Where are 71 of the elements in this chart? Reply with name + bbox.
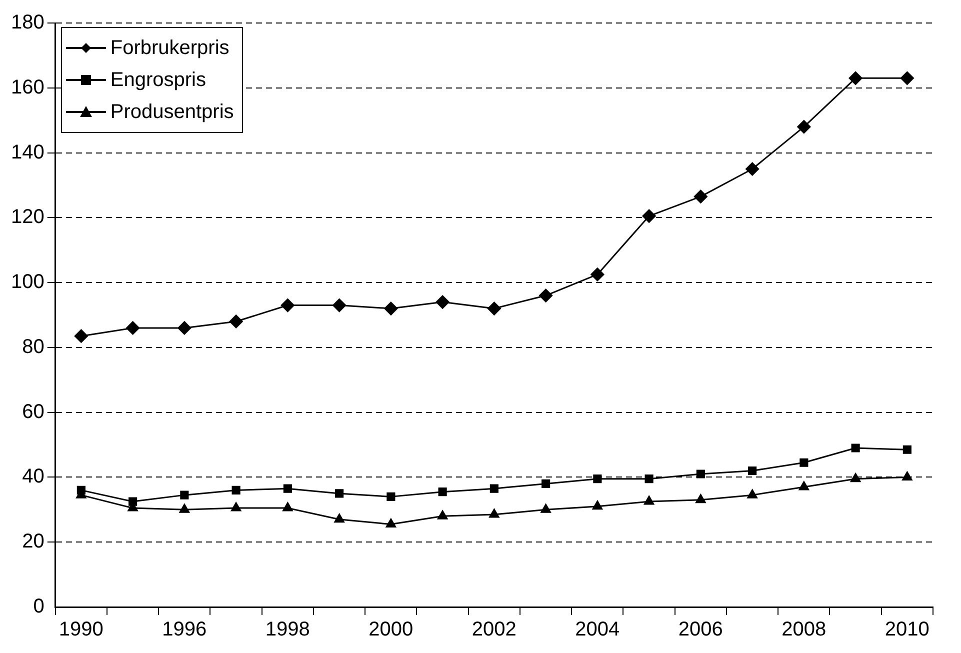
- point: [848, 71, 862, 85]
- point: [696, 470, 705, 478]
- point: [384, 302, 398, 316]
- point: [436, 295, 450, 309]
- x-tick-label: 2000: [368, 618, 414, 641]
- x-tick-label: 1990: [58, 618, 104, 641]
- y-tick-label: 0: [33, 596, 44, 618]
- point: [334, 514, 344, 523]
- point: [850, 473, 861, 482]
- point: [230, 502, 242, 512]
- point: [902, 471, 912, 480]
- point: [335, 489, 344, 498]
- point: [280, 298, 294, 312]
- point: [542, 479, 550, 488]
- point: [747, 489, 758, 498]
- legend-label: Produsentpris: [110, 100, 234, 125]
- point: [128, 497, 138, 506]
- x-tick-label: 2008: [782, 618, 826, 641]
- point: [851, 444, 860, 452]
- y-tick-label: 140: [10, 141, 44, 164]
- x-tick-label: 1996: [162, 618, 207, 641]
- y-tick-label: 180: [10, 12, 44, 34]
- point: [644, 474, 654, 484]
- point: [592, 500, 603, 510]
- y-tick-label: 40: [22, 466, 44, 488]
- point: [900, 71, 914, 85]
- point: [386, 518, 396, 528]
- point: [437, 510, 448, 520]
- y-tick-label: 120: [10, 206, 44, 228]
- y-tick-label: 100: [10, 271, 44, 294]
- point: [748, 466, 757, 476]
- y-tick-label: 160: [10, 76, 44, 98]
- legend-label: Engrospris: [110, 68, 206, 93]
- point: [642, 209, 656, 223]
- point: [282, 502, 293, 512]
- point: [800, 458, 808, 467]
- point: [694, 190, 708, 204]
- point: [696, 494, 706, 504]
- point: [540, 504, 551, 513]
- point: [386, 492, 396, 501]
- y-tick-label: 20: [22, 530, 44, 553]
- point: [179, 504, 190, 513]
- x-tick-label: 2004: [575, 618, 620, 641]
- point: [74, 329, 88, 343]
- point: [232, 486, 240, 494]
- point: [593, 474, 602, 484]
- x-tick-label: 2002: [472, 618, 516, 641]
- legend-label: Forbrukerpris: [110, 36, 230, 61]
- x-tick-label: 1998: [265, 618, 310, 641]
- point: [539, 288, 553, 302]
- point: [76, 486, 86, 494]
- y-tick-label: 80: [22, 336, 44, 358]
- point: [902, 445, 912, 454]
- point: [229, 314, 243, 328]
- point: [590, 268, 604, 282]
- y-tick-label: 60: [22, 400, 44, 423]
- point: [332, 298, 346, 312]
- point: [180, 490, 189, 500]
- point: [178, 321, 192, 335]
- x-tick-label: 2010: [884, 618, 930, 641]
- point: [283, 484, 292, 493]
- point: [746, 162, 760, 176]
- point: [644, 496, 654, 505]
- point: [490, 484, 498, 493]
- point: [797, 120, 811, 134]
- point: [489, 508, 500, 518]
- point: [126, 321, 140, 335]
- point: [798, 481, 810, 490]
- x-tick-label: 2006: [678, 618, 723, 641]
- point: [438, 488, 447, 496]
- point: [487, 302, 501, 316]
